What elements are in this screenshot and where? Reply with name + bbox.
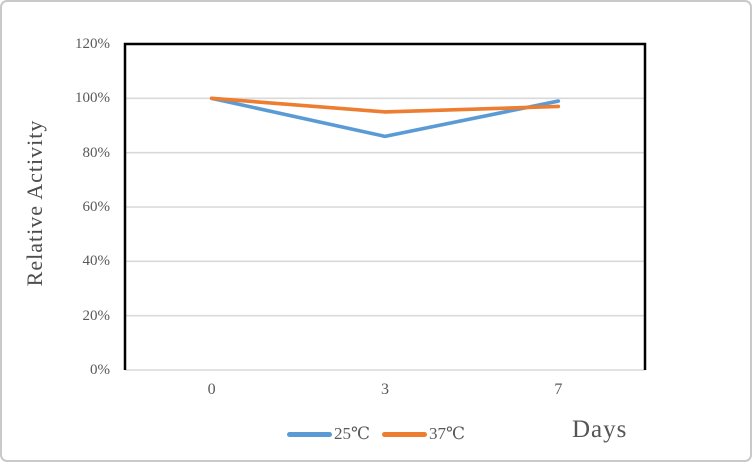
legend-item-25c: 25℃ [287, 424, 370, 444]
x-tick-label: 3 [381, 381, 389, 398]
x-tick-label: 7 [554, 381, 563, 398]
chart-legend: 25℃ 37℃ [287, 424, 465, 444]
y-tick-label: 40% [82, 253, 111, 270]
legend-item-37c: 37℃ [382, 424, 465, 444]
legend-label-25c: 25℃ [334, 424, 371, 443]
legend-label-37c: 37℃ [429, 424, 466, 443]
y-tick-label: 0% [90, 362, 110, 378]
y-tick-label: 80% [82, 144, 111, 161]
legend-swatch-37c-line [382, 431, 428, 437]
y-tick-label: 60% [82, 199, 111, 215]
x-axis-title: Days [572, 416, 628, 443]
x-tick-label: 0 [207, 381, 216, 398]
y-tick-label: 100% [75, 90, 110, 107]
y-tick-label: 120% [75, 36, 110, 52]
legend-swatch-25c-line [287, 431, 332, 437]
y-tick-label: 20% [82, 307, 111, 324]
